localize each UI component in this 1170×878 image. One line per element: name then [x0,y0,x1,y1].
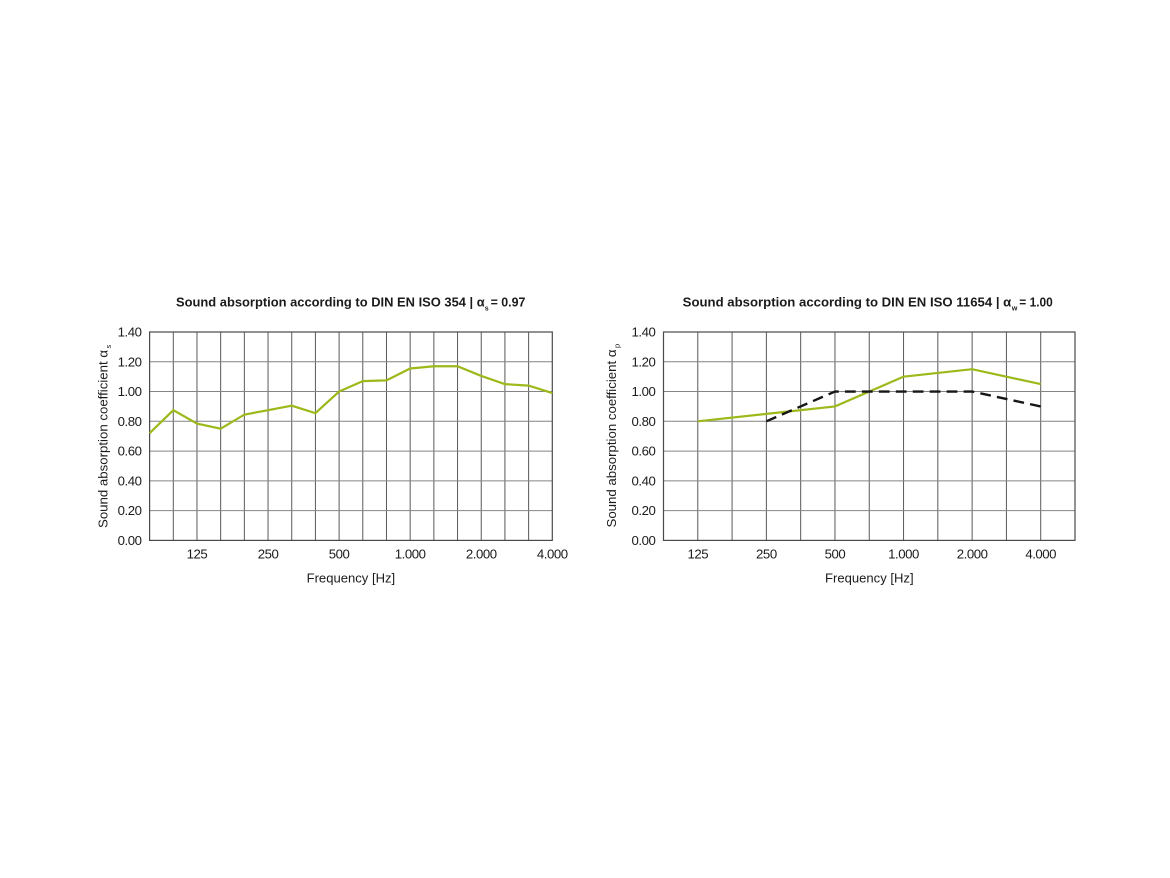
svg-text:0.60: 0.60 [632,444,656,459]
svg-text:4.000: 4.000 [1025,547,1056,562]
svg-text:125: 125 [187,547,208,562]
svg-text:0.40: 0.40 [118,474,142,489]
svg-text:Frequency [Hz]: Frequency [Hz] [825,571,914,586]
svg-text:1.00: 1.00 [118,384,142,399]
svg-text:Frequency [Hz]: Frequency [Hz] [307,571,396,586]
svg-text:Sound absorption coefficient α: Sound absorption coefficient α [604,349,619,527]
svg-text:0.60: 0.60 [118,444,142,459]
svg-text:0.20: 0.20 [632,503,656,518]
svg-text:4.000: 4.000 [537,547,568,562]
svg-text:Sound absorption according to: Sound absorption according to DIN EN ISO… [176,294,485,309]
svg-text:1.40: 1.40 [632,325,656,340]
svg-text:1.20: 1.20 [118,354,142,369]
svg-text:1.20: 1.20 [632,354,656,369]
svg-text:Sound absorption according to: Sound absorption according to DIN EN ISO… [683,294,1012,309]
svg-text:p: p [613,344,622,348]
svg-text:250: 250 [756,547,777,562]
svg-text:0.00: 0.00 [632,533,656,548]
svg-text:0.00: 0.00 [118,533,142,548]
svg-text:500: 500 [825,547,846,562]
svg-text:s: s [104,345,113,349]
svg-text:500: 500 [329,547,350,562]
svg-text:s: s [485,306,489,313]
svg-text:2.000: 2.000 [957,547,988,562]
svg-text:1.40: 1.40 [118,325,142,340]
svg-text:1.00: 1.00 [632,384,656,399]
svg-text:w: w [1011,306,1018,313]
svg-text:1.000: 1.000 [888,547,919,562]
svg-text:2.000: 2.000 [466,547,497,562]
svg-text:125: 125 [687,547,708,562]
svg-text:0.20: 0.20 [118,503,142,518]
svg-text:0.40: 0.40 [632,474,656,489]
svg-text:0.80: 0.80 [118,414,142,429]
svg-text:0.80: 0.80 [632,414,656,429]
svg-text:= 1.00: = 1.00 [1019,294,1053,309]
svg-text:250: 250 [258,547,279,562]
svg-text:= 0.97: = 0.97 [491,294,526,309]
svg-text:Sound absorption coefficient α: Sound absorption coefficient α [96,350,111,528]
svg-text:1.000: 1.000 [395,547,426,562]
